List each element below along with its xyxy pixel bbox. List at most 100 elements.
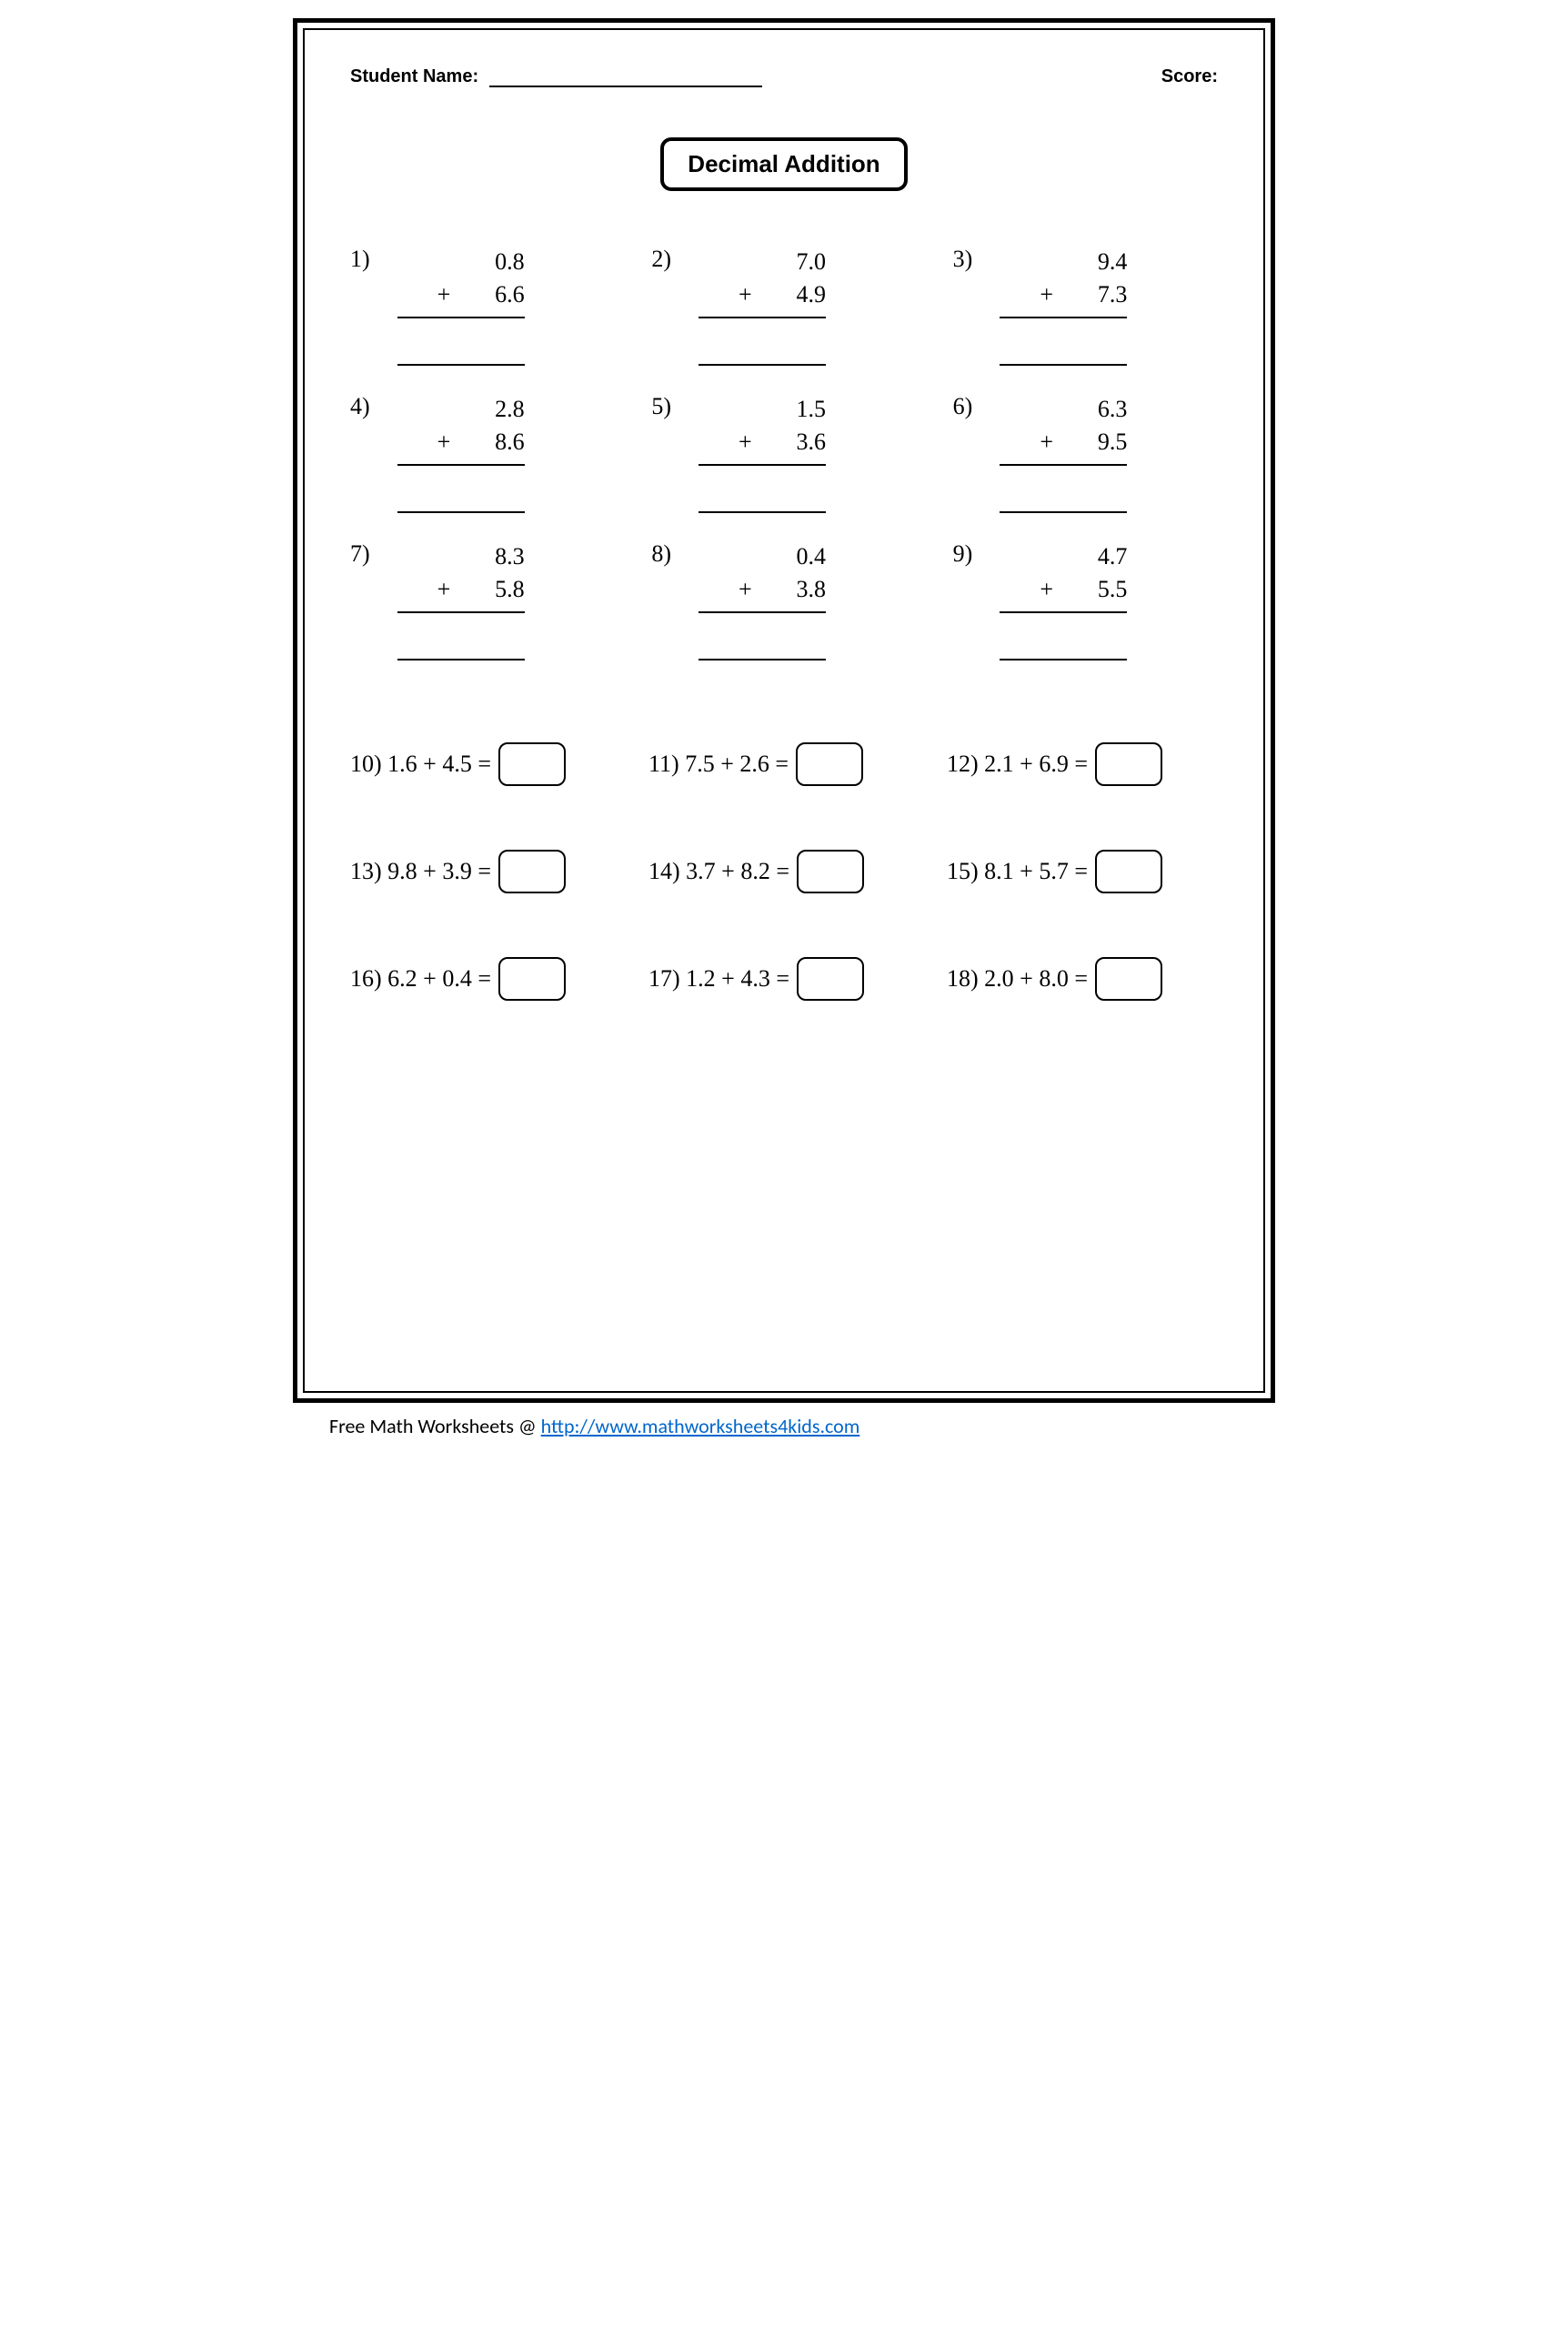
problem-stack: 7.0+4.9 [699, 246, 826, 366]
addend-top: 6.3 [1072, 396, 1127, 423]
operator: + [437, 428, 454, 456]
answer-rule [1000, 364, 1127, 366]
vertical-problem: 6)6.3+9.5 [953, 393, 1218, 513]
answer-space[interactable] [1000, 613, 1127, 653]
operator: + [739, 428, 755, 456]
title-container: Decimal Addition [350, 137, 1218, 191]
addend-bottom: 3.8 [771, 576, 826, 603]
problem-stack: 4.7+5.5 [1000, 540, 1127, 660]
horizontal-problem: 10) 1.6 + 4.5 = [350, 742, 621, 786]
addend-top: 4.7 [1072, 543, 1127, 570]
addend-top: 8.3 [470, 543, 525, 570]
addend-top: 2.8 [470, 396, 525, 423]
problem-number: 3) [953, 246, 973, 366]
problem-number: 7) [350, 540, 370, 660]
vertical-problem: 5) 1.5 +3.6 [651, 393, 916, 513]
operator: + [1040, 576, 1056, 603]
problem-stack: 9.4 +7.3 [1000, 246, 1127, 366]
problem-expression: 10) 1.6 + 4.5 = [350, 751, 491, 778]
vertical-problem: 2)7.0+4.9 [651, 246, 916, 366]
answer-rule [699, 511, 826, 513]
horizontal-problem: 18) 2.0 + 8.0 = [947, 957, 1218, 1001]
horizontal-problem: 12) 2.1 + 6.9 = [947, 742, 1218, 786]
addend-bottom: 8.6 [470, 428, 525, 456]
addend-top: 0.8 [470, 248, 525, 276]
problem-stack: 0.8+6.6 [397, 246, 525, 366]
problem-stack: 2.8 +8.6 [397, 393, 525, 513]
worksheet-header: Student Name: Score: [350, 66, 1218, 87]
addend-bottom: 4.9 [771, 281, 826, 308]
problem-number: 2) [651, 246, 671, 366]
problem-expression: 13) 9.8 + 3.9 = [350, 858, 491, 885]
answer-rule [1000, 511, 1127, 513]
addend-bottom: 5.8 [470, 576, 525, 603]
answer-box[interactable] [498, 957, 566, 1001]
operator: + [437, 576, 454, 603]
answer-rule [397, 511, 525, 513]
answer-box[interactable] [1095, 850, 1162, 893]
problem-number: 4) [350, 393, 370, 513]
answer-space[interactable] [397, 613, 525, 653]
answer-space[interactable] [699, 466, 826, 506]
horizontal-problem: 16) 6.2 + 0.4 = [350, 957, 621, 1001]
horizontal-problem: 13) 9.8 + 3.9 = [350, 850, 621, 893]
score-label: Score: [1161, 66, 1218, 87]
answer-rule [699, 364, 826, 366]
worksheet-page: Student Name: Score: Decimal Addition 1)… [293, 18, 1275, 1403]
operator: + [739, 576, 755, 603]
answer-space[interactable] [397, 318, 525, 358]
addend-top: 9.4 [1072, 248, 1127, 276]
footer-link[interactable]: http://www.mathworksheets4kids.com [541, 1414, 860, 1438]
answer-space[interactable] [397, 466, 525, 506]
problem-stack: 6.3+9.5 [1000, 393, 1127, 513]
answer-box[interactable] [498, 850, 566, 893]
problem-stack: 8.3 +5.8 [397, 540, 525, 660]
problem-number: 6) [953, 393, 973, 513]
answer-rule [1000, 659, 1127, 660]
problem-expression: 11) 7.5 + 2.6 = [648, 751, 789, 778]
problem-number: 1) [350, 246, 370, 366]
problem-expression: 14) 3.7 + 8.2 = [648, 858, 789, 885]
answer-rule [397, 364, 525, 366]
operator: + [437, 281, 454, 308]
answer-box[interactable] [797, 850, 864, 893]
problem-expression: 18) 2.0 + 8.0 = [947, 965, 1088, 993]
vertical-problem: 7) 8.3 +5.8 [350, 540, 615, 660]
problem-expression: 12) 2.1 + 6.9 = [947, 751, 1088, 778]
answer-box[interactable] [796, 742, 863, 786]
problem-number: 5) [651, 393, 671, 513]
vertical-problems-grid: 1)0.8+6.62)7.0+4.93)9.4+7.34)2.8+8.65)1.… [350, 246, 1218, 660]
vertical-problem: 9)4.7+5.5 [953, 540, 1218, 660]
answer-space[interactable] [699, 613, 826, 653]
answer-box[interactable] [498, 742, 566, 786]
addend-bottom: 7.3 [1072, 281, 1127, 308]
addend-bottom: 9.5 [1072, 428, 1127, 456]
problem-number: 9) [953, 540, 973, 660]
problem-expression: 16) 6.2 + 0.4 = [350, 965, 491, 993]
problem-expression: 17) 1.2 + 4.3 = [648, 965, 789, 993]
footer-text: Free Math Worksheets @ [329, 1414, 541, 1438]
vertical-problem: 8) 0.4 +3.8 [651, 540, 916, 660]
page-footer: Free Math Worksheets @ http://www.mathwo… [293, 1414, 1275, 1438]
addend-bottom: 3.6 [771, 428, 826, 456]
answer-rule [397, 659, 525, 660]
vertical-problem: 4) 2.8 +8.6 [350, 393, 615, 513]
answer-space[interactable] [1000, 318, 1127, 358]
horizontal-problem: 17) 1.2 + 4.3 = [648, 957, 920, 1001]
addend-top: 0.4 [771, 543, 826, 570]
addend-top: 7.0 [771, 248, 826, 276]
operator: + [1040, 281, 1056, 308]
answer-space[interactable] [1000, 466, 1127, 506]
answer-box[interactable] [797, 957, 864, 1001]
horizontal-problem: 11) 7.5 + 2.6 = [648, 742, 920, 786]
vertical-problem: 1)0.8+6.6 [350, 246, 615, 366]
answer-box[interactable] [1095, 742, 1162, 786]
horizontal-problem: 14) 3.7 + 8.2 = [648, 850, 920, 893]
addend-top: 1.5 [771, 396, 826, 423]
answer-space[interactable] [699, 318, 826, 358]
problem-number: 8) [651, 540, 671, 660]
name-input-line[interactable] [489, 67, 762, 87]
answer-box[interactable] [1095, 957, 1162, 1001]
problem-stack: 1.5 +3.6 [699, 393, 826, 513]
problem-stack: 0.4 +3.8 [699, 540, 826, 660]
